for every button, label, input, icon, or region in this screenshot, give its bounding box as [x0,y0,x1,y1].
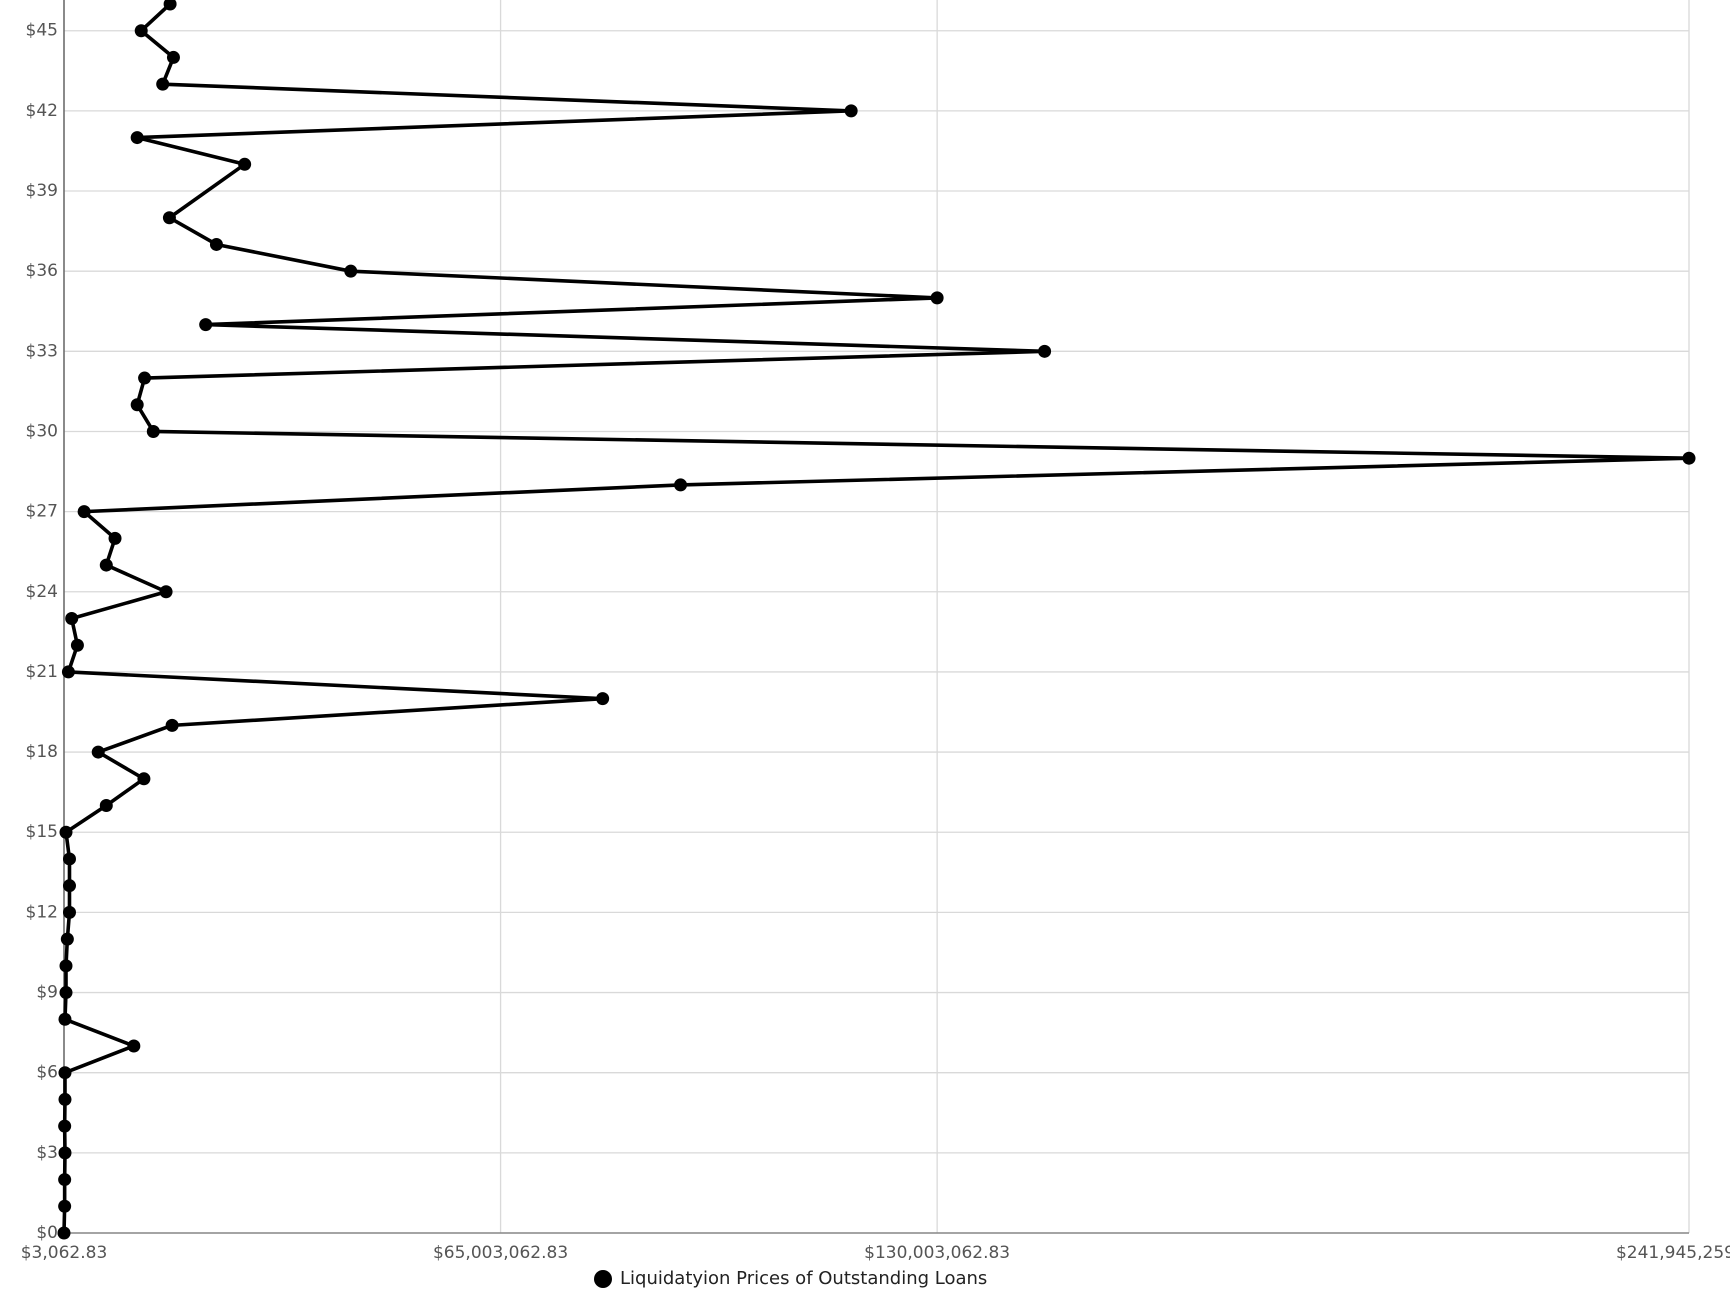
x-tick-label: $65,003,062.83 [433,1243,568,1263]
y-tick-label: $39 [26,181,58,201]
data-point [130,398,144,412]
data-point [238,157,252,171]
data-point [596,692,610,706]
data-point [209,237,223,251]
data-point [344,264,358,278]
y-tick-label: $9 [36,983,58,1003]
legend-label: Liquidatyion Prices of Outstanding Loans [620,1268,987,1289]
y-tick-label: $30 [26,421,58,441]
data-point [91,745,105,759]
legend-marker [594,1270,612,1288]
data-point [930,291,944,305]
y-tick-label: $36 [26,261,58,281]
data-point [166,50,180,64]
data-point [844,104,858,118]
y-tick-label: $33 [26,341,58,361]
y-tick-label: $6 [36,1063,58,1083]
data-point [58,1119,72,1133]
data-point [62,905,76,919]
data-point [70,638,84,652]
data-point [1682,451,1696,465]
x-tick-label: $130,003,062.83 [864,1243,1010,1263]
data-point [62,879,76,893]
data-point [59,986,73,1000]
data-point [58,1092,72,1106]
y-tick-label: $45 [26,21,58,41]
data-point [60,932,74,946]
series-line [62,2,1691,1234]
y-tick-label: $15 [26,822,58,842]
data-point [58,1173,72,1187]
data-point [1038,344,1052,358]
data-point [162,211,176,225]
data-point [674,478,688,492]
data-point [77,505,91,519]
data-point [130,131,144,145]
data-point [99,799,113,813]
data-point [59,959,73,973]
data-point [58,1146,72,1160]
data-point [58,1066,72,1080]
x-tick-label: $3,062.83 [21,1243,108,1263]
data-point [199,318,213,332]
y-tick-label: $18 [26,742,58,762]
data-point [61,665,75,679]
data-point [127,1039,141,1053]
data-point [99,558,113,572]
data-point [65,612,79,625]
data-point [163,0,177,11]
data-point [165,718,179,732]
data-point [57,1226,71,1240]
data-point [138,371,152,385]
y-tick-label: $0 [36,1223,58,1243]
y-tick-label: $21 [26,662,58,682]
data-point [134,24,148,38]
x-tick-label: $241,945,259.52 [1616,1243,1730,1263]
data-point [58,1012,72,1026]
data-point [108,531,122,545]
y-tick-label: $12 [26,902,58,922]
y-tick-label: $42 [26,101,58,121]
y-tick-label: $3 [36,1143,58,1163]
data-point [59,825,73,839]
y-tick-label: $27 [26,502,58,522]
data-point [156,77,170,91]
data-point [146,424,160,438]
data-point [137,772,151,786]
data-point [159,585,173,599]
data-point [62,852,76,866]
y-tick-label: $24 [26,582,58,602]
data-point [58,1199,72,1213]
